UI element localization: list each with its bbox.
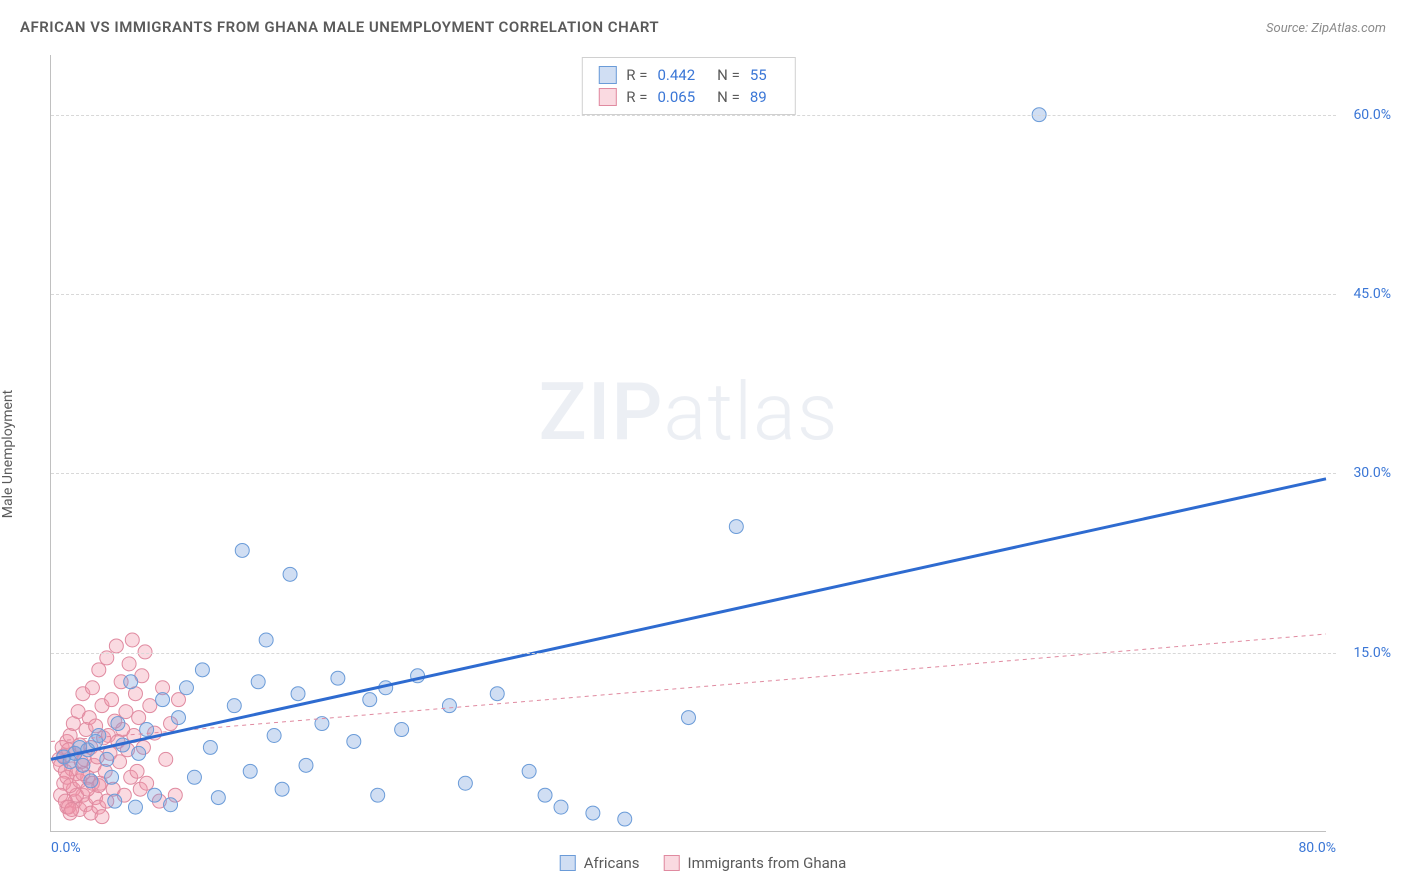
data-point bbox=[195, 663, 209, 677]
legend-r-value: 0.065 bbox=[657, 88, 695, 106]
data-point bbox=[159, 752, 173, 766]
y-tick-label: 15.0% bbox=[1353, 645, 1391, 661]
data-point bbox=[156, 693, 170, 707]
data-point bbox=[65, 803, 79, 817]
data-point bbox=[203, 740, 217, 754]
data-point bbox=[124, 675, 138, 689]
data-point bbox=[458, 776, 472, 790]
data-point bbox=[299, 758, 313, 772]
data-point bbox=[179, 681, 193, 695]
data-point bbox=[108, 794, 122, 808]
data-point bbox=[586, 806, 600, 820]
x-tick-min: 0.0% bbox=[51, 840, 81, 856]
data-point bbox=[395, 723, 409, 737]
data-point bbox=[554, 800, 568, 814]
data-point bbox=[331, 671, 345, 685]
data-point bbox=[291, 687, 305, 701]
data-point bbox=[259, 633, 273, 647]
legend-swatch bbox=[598, 66, 616, 84]
data-point bbox=[235, 543, 249, 557]
gridline bbox=[51, 115, 1336, 116]
legend-n-prefix: N = bbox=[717, 88, 740, 106]
series-legend-item: Immigrants from Ghana bbox=[664, 854, 847, 872]
data-point bbox=[122, 657, 136, 671]
legend-r-prefix: R = bbox=[626, 66, 647, 84]
legend-swatch bbox=[598, 88, 616, 106]
data-point bbox=[140, 776, 154, 790]
data-point bbox=[95, 810, 109, 824]
y-tick-label: 60.0% bbox=[1353, 107, 1391, 123]
correlation-legend-row: R = 0.065 N = 89 bbox=[594, 86, 782, 108]
data-point bbox=[371, 788, 385, 802]
data-point bbox=[172, 711, 186, 725]
data-point bbox=[130, 764, 144, 778]
data-point bbox=[227, 699, 241, 713]
data-point bbox=[275, 782, 289, 796]
data-point bbox=[251, 675, 265, 689]
y-axis-label: Male Unemployment bbox=[0, 390, 16, 518]
data-point bbox=[148, 788, 162, 802]
data-point bbox=[92, 663, 106, 677]
y-tick-label: 45.0% bbox=[1353, 286, 1391, 302]
data-point bbox=[105, 770, 119, 784]
data-point bbox=[100, 752, 114, 766]
scatter-svg bbox=[51, 55, 1326, 831]
data-point bbox=[490, 687, 504, 701]
chart-title: AFRICAN VS IMMIGRANTS FROM GHANA MALE UN… bbox=[20, 18, 659, 36]
data-point bbox=[92, 729, 106, 743]
data-point bbox=[113, 755, 127, 769]
chart-header: AFRICAN VS IMMIGRANTS FROM GHANA MALE UN… bbox=[20, 18, 1386, 36]
data-point bbox=[172, 693, 186, 707]
data-point bbox=[347, 734, 361, 748]
legend-r-prefix: R = bbox=[626, 88, 647, 106]
data-point bbox=[111, 717, 125, 731]
data-point bbox=[119, 705, 133, 719]
trend-line bbox=[51, 634, 1326, 741]
series-legend-item: Africans bbox=[560, 854, 640, 872]
legend-n-value: 89 bbox=[750, 88, 767, 106]
data-point bbox=[729, 520, 743, 534]
gridline bbox=[51, 653, 1336, 654]
data-point bbox=[76, 758, 90, 772]
legend-n-value: 55 bbox=[750, 66, 767, 84]
data-point bbox=[363, 693, 377, 707]
series-legend: Africans Immigrants from Ghana bbox=[560, 854, 847, 872]
gridline bbox=[51, 473, 1336, 474]
legend-n-prefix: N = bbox=[717, 66, 740, 84]
data-point bbox=[618, 812, 632, 826]
data-point bbox=[682, 711, 696, 725]
data-point bbox=[211, 791, 225, 805]
data-point bbox=[85, 681, 99, 695]
data-point bbox=[140, 723, 154, 737]
plot-area: ZIPatlas R =0.442N =55R =0.065N =89 0.0%… bbox=[50, 55, 1326, 832]
data-point bbox=[243, 764, 257, 778]
data-point bbox=[538, 788, 552, 802]
data-point bbox=[283, 567, 297, 581]
data-point bbox=[125, 633, 139, 647]
source-attribution: Source: ZipAtlas.com bbox=[1266, 21, 1386, 36]
correlation-legend: R = 0.442 N = 55 R = 0.065 N = 89 bbox=[581, 57, 795, 115]
data-point bbox=[164, 798, 178, 812]
legend-r-value: 0.442 bbox=[657, 66, 695, 84]
data-point bbox=[128, 800, 142, 814]
y-tick-label: 30.0% bbox=[1353, 465, 1391, 481]
gridline bbox=[51, 294, 1336, 295]
series-legend-label: Immigrants from Ghana bbox=[688, 854, 847, 872]
data-point bbox=[442, 699, 456, 713]
data-point bbox=[84, 774, 98, 788]
legend-swatch bbox=[664, 855, 680, 871]
legend-swatch bbox=[560, 855, 576, 871]
data-point bbox=[187, 770, 201, 784]
data-point bbox=[105, 693, 119, 707]
correlation-legend-row: R = 0.442 N = 55 bbox=[594, 64, 782, 86]
data-point bbox=[267, 729, 281, 743]
data-point bbox=[132, 746, 146, 760]
data-point bbox=[143, 699, 157, 713]
data-point bbox=[132, 711, 146, 725]
series-legend-label: Africans bbox=[584, 854, 640, 872]
data-point bbox=[522, 764, 536, 778]
x-tick-max: 80.0% bbox=[1298, 840, 1336, 856]
data-point bbox=[109, 639, 123, 653]
